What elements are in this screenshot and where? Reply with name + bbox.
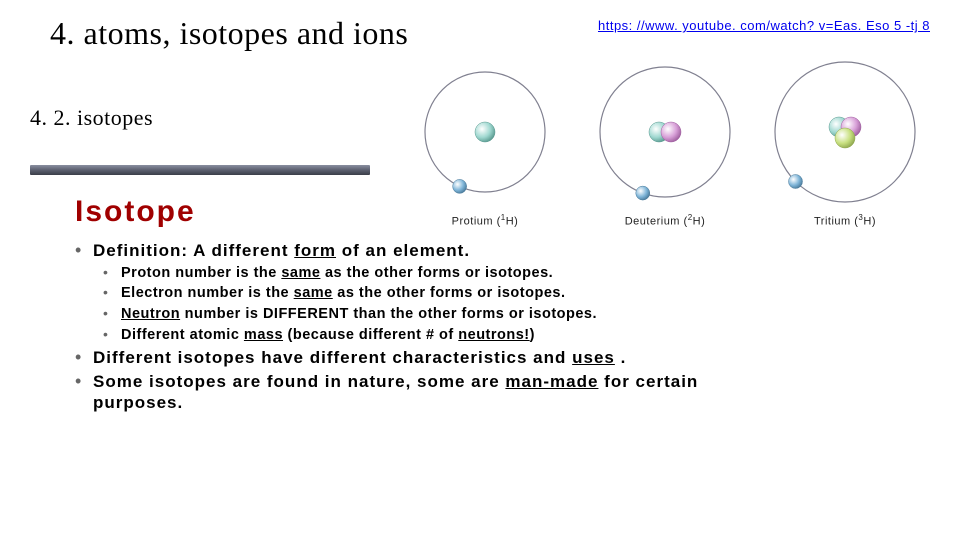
atom-diagram: Tritium (3H) bbox=[760, 60, 930, 230]
atom-svg bbox=[580, 60, 750, 210]
bullet-nature: • Some isotopes are found in nature, som… bbox=[75, 371, 715, 414]
atom-svg bbox=[760, 60, 930, 210]
isotope-heading: Isotope bbox=[75, 195, 196, 229]
bullet-mass: • Different atomic mass (because differe… bbox=[75, 326, 715, 345]
subtitle-underline bbox=[30, 165, 370, 175]
atom-svg bbox=[400, 60, 570, 210]
isotope-diagrams: Protium (1H) Deuterium (2H) Tritium (3H) bbox=[400, 60, 930, 230]
bullet-neutron: • Neutron number is DIFFERENT than the o… bbox=[75, 305, 715, 324]
atom-label: Tritium (3H) bbox=[814, 213, 876, 228]
page-title: 4. atoms, isotopes and ions bbox=[50, 15, 408, 52]
atom-label: Deuterium (2H) bbox=[625, 213, 706, 228]
youtube-link[interactable]: https: //www. youtube. com/watch? v=Eas.… bbox=[598, 18, 930, 33]
bullet-electron: • Electron number is the same as the oth… bbox=[75, 284, 715, 303]
bullet-uses: • Different isotopes have different char… bbox=[75, 347, 715, 369]
section-subtitle: 4. 2. isotopes bbox=[30, 105, 153, 131]
atom-diagram: Protium (1H) bbox=[400, 60, 570, 230]
atom-diagram: Deuterium (2H) bbox=[580, 60, 750, 230]
bullet-proton: • Proton number is the same as the other… bbox=[75, 264, 715, 283]
bullet-definition: • Definition: A different form of an ele… bbox=[75, 240, 715, 262]
atom-label: Protium (1H) bbox=[452, 213, 519, 228]
body-text: • Definition: A different form of an ele… bbox=[75, 240, 715, 415]
